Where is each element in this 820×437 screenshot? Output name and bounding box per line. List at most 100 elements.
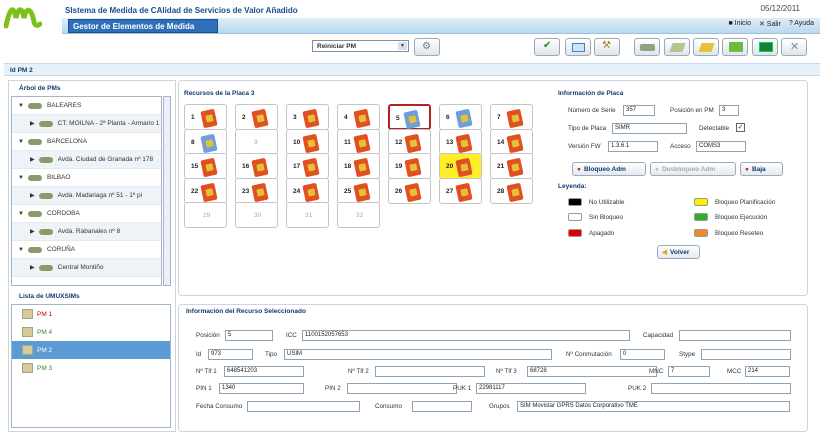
resource-cell[interactable]: 21 <box>490 153 533 179</box>
desbloqueo-button[interactable]: ● Desbloqueo Adm <box>650 162 736 176</box>
resource-cell[interactable]: 5 <box>388 104 431 130</box>
delete-button[interactable]: ✕ <box>781 38 807 56</box>
puk2-field[interactable] <box>651 383 791 394</box>
posicion-field[interactable]: 5 <box>225 330 273 341</box>
resource-cell[interactable]: 24 <box>286 177 329 204</box>
detectable-checkbox[interactable]: ✓ <box>736 123 745 132</box>
pm-list-item[interactable]: PM 1 <box>12 305 170 323</box>
resource-cell[interactable]: 13 <box>439 128 482 155</box>
sim-button[interactable] <box>693 38 719 56</box>
resource-cell[interactable]: 25 <box>337 177 380 204</box>
resource-cell[interactable]: 3 <box>286 104 329 130</box>
resource-cell[interactable]: 2 <box>235 104 278 130</box>
gears-button[interactable]: ⚙ <box>414 38 440 56</box>
baja-button[interactable]: ● Baja <box>740 162 783 176</box>
home-link[interactable]: ■ Inicio <box>728 20 751 27</box>
mcc-field[interactable]: 214 <box>745 366 790 377</box>
serie-field[interactable]: 357 <box>623 105 655 116</box>
grupos-field[interactable]: SIM Movistar GPRS Datos Corporativo TME <box>517 401 790 412</box>
tree-node[interactable]: ▼ BALEARES <box>12 97 161 115</box>
tlf1-field[interactable]: 648541203 <box>224 366 304 377</box>
tree-leaf[interactable]: ▶ Avda. Rabanales nº 8 <box>12 223 161 241</box>
expand-icon[interactable]: ▶ <box>30 157 35 163</box>
tipo-placa-field[interactable]: SIMR <box>612 123 687 134</box>
resource-cell[interactable]: 22 <box>184 177 227 204</box>
collapse-icon[interactable]: ▼ <box>18 174 24 181</box>
device-button[interactable] <box>634 38 660 56</box>
resource-cell[interactable]: 1 <box>184 104 227 130</box>
tlf3-field[interactable]: 68728 <box>527 366 657 377</box>
resource-cell[interactable]: 6 <box>439 104 482 130</box>
pm-tree[interactable]: ▼ BALEARES ▶ CT. MOILNA - 2ª Planta - Armar… <box>11 96 162 286</box>
pm-list-item[interactable]: PM 4 <box>12 323 170 341</box>
resource-cell[interactable]: 20 <box>439 153 482 179</box>
fw-field[interactable]: 1.3.6.1 <box>608 141 658 152</box>
resource-number: 29 <box>203 212 211 219</box>
tree-node[interactable]: ▼ BARCELONA <box>12 133 161 151</box>
tree-scrollbar[interactable] <box>163 96 171 286</box>
tree-leaf[interactable]: ▶ Avda. Ciudad de Granada nº 178 <box>12 151 161 169</box>
conm-field[interactable]: 0 <box>620 349 665 360</box>
resource-cell[interactable]: 14 <box>490 128 533 155</box>
consumo-field[interactable] <box>412 401 472 412</box>
resource-cell[interactable]: 12 <box>388 128 431 155</box>
tree-node[interactable]: ▼ CORUÑA <box>12 241 161 259</box>
resource-number: 16 <box>242 163 250 170</box>
collapse-icon[interactable]: ▼ <box>18 138 24 145</box>
tlf2-field[interactable] <box>375 366 485 377</box>
resource-cell[interactable]: 17 <box>286 153 329 179</box>
resource-cell[interactable]: 8 <box>184 128 227 155</box>
terminal-button[interactable] <box>752 38 778 56</box>
collapse-icon[interactable]: ▼ <box>18 246 24 253</box>
resource-cell[interactable]: 7 <box>490 104 533 130</box>
check-button[interactable]: ✔ <box>534 38 560 56</box>
fecha-field[interactable] <box>247 401 360 412</box>
id-field[interactable]: 973 <box>208 349 253 360</box>
tools-button[interactable]: ⚒ <box>594 38 620 56</box>
volver-button[interactable]: ◀ Volver <box>657 245 700 259</box>
resource-number: 10 <box>293 138 301 146</box>
expand-icon[interactable]: ▶ <box>30 229 35 235</box>
capacidad-field[interactable] <box>679 330 791 341</box>
mnc-field[interactable]: 7 <box>668 366 710 377</box>
tree-node[interactable]: ▼ BILBAO <box>12 169 161 187</box>
resource-cell[interactable]: 23 <box>235 177 278 204</box>
action-select[interactable]: Reiniciar PM ▼ <box>312 40 409 52</box>
tipo-field[interactable]: USIM <box>284 349 552 360</box>
help-link[interactable]: ? Ayuda <box>788 20 814 27</box>
pin1-field[interactable]: 1340 <box>219 383 304 394</box>
collapse-icon[interactable]: ▼ <box>18 210 24 217</box>
icc-field[interactable]: 1100152057653 <box>302 330 630 341</box>
logout-link[interactable]: ✕ Salir <box>758 21 781 28</box>
pin2-field[interactable] <box>347 383 457 394</box>
puk1-field[interactable]: 22981117 <box>476 383 586 394</box>
posicion-pm-field[interactable]: 3 <box>719 105 739 116</box>
resource-cell[interactable]: 16 <box>235 153 278 179</box>
resource-cell[interactable]: 26 <box>388 177 431 204</box>
expand-icon[interactable]: ▶ <box>30 265 35 271</box>
resource-cell[interactable]: 10 <box>286 128 329 155</box>
expand-icon[interactable]: ▶ <box>30 193 35 199</box>
acceso-field[interactable]: COMS3 <box>696 141 746 152</box>
resource-cell[interactable]: 28 <box>490 177 533 204</box>
bloqueo-button[interactable]: ● Bloqueo Adm <box>572 162 646 176</box>
resource-cell[interactable]: 19 <box>388 153 431 179</box>
resource-cell[interactable]: 4 <box>337 104 380 130</box>
tree-node[interactable]: ▼ CORDOBA <box>12 205 161 223</box>
pm-list-item[interactable]: PM 3 <box>12 359 170 377</box>
export-button[interactable] <box>722 38 748 56</box>
collapse-icon[interactable]: ▼ <box>18 102 24 109</box>
tree-leaf[interactable]: ▶ Avda. Madariaga nº 51 - 1º pi <box>12 187 161 205</box>
pm-list-item[interactable]: PM 2 <box>12 341 170 359</box>
tree-leaf[interactable]: ▶ CT. MOILNA - 2ª Planta - Armario 1 <box>12 115 161 133</box>
expand-icon[interactable]: ▶ <box>30 121 35 127</box>
card-button[interactable] <box>664 38 690 56</box>
resource-cell[interactable]: 15 <box>184 153 227 179</box>
resource-cell[interactable]: 11 <box>337 128 380 155</box>
resource-cell[interactable]: 18 <box>337 153 380 179</box>
tree-leaf[interactable]: ▶ Central Montiño <box>12 259 161 277</box>
resource-cell[interactable]: 27 <box>439 177 482 204</box>
window-button[interactable] <box>565 38 591 56</box>
sim-card-icon <box>353 133 371 153</box>
stype-field[interactable] <box>701 349 791 360</box>
